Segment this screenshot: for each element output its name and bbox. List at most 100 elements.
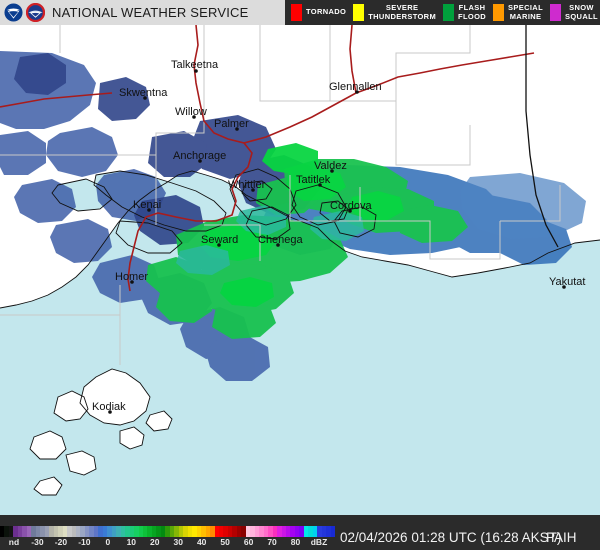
dbz-swatch-50	[223, 526, 228, 537]
dbz-swatch-71	[317, 526, 322, 537]
dbz-swatch-7	[31, 526, 36, 537]
timestamp: 02/04/2026 01:28 UTC (16:28 AKST)	[340, 530, 562, 545]
dbz-swatch-45	[201, 526, 206, 537]
coastline-layer	[0, 168, 600, 496]
dbz-swatch-61	[272, 526, 278, 537]
dbz-swatch-68	[303, 526, 309, 537]
city-label-glennallen: Glennallen	[329, 81, 382, 93]
dbz-swatch-25	[111, 526, 117, 537]
dbz-tick-70: 70	[267, 537, 277, 547]
dbz-swatch-56	[250, 526, 255, 537]
city-label-valdez: Valdez	[314, 160, 347, 172]
city-dot-chenega	[276, 243, 280, 247]
dbz-swatch-14	[62, 526, 68, 537]
map-canvas: Talkeetna Skwentna Willow Palmer Glennal…	[0, 25, 600, 515]
city-dot-yakutat	[562, 285, 566, 289]
dbz-swatch-64	[286, 526, 291, 537]
dbz-swatch-62	[277, 526, 282, 537]
dbz-swatch-4	[17, 526, 23, 537]
dbz-swatch-22	[98, 526, 103, 537]
city-label-whittier: Whittier	[228, 179, 266, 191]
city-dot-kodiak	[108, 410, 112, 414]
city-label-yakutat: Yakutat	[549, 276, 586, 288]
city-dot-seward	[217, 243, 221, 247]
city-label-homer: Homer	[115, 271, 148, 283]
dbz-color-scale[interactable]: nd -30 -20 -10 0 10 20 30 40 50 60 70 80 dBZ	[0, 526, 336, 550]
dbz-tick-20: 20	[150, 537, 160, 547]
dbz-swatch-32	[143, 526, 148, 537]
dbz-swatch-13	[58, 526, 63, 537]
tornado-label: TORNADO	[306, 7, 347, 17]
dbz-tick--20: -20	[54, 537, 68, 547]
city-label-willow: Willow	[175, 106, 207, 118]
dbz-swatch-5	[22, 526, 27, 537]
dbz-swatch-24	[107, 526, 112, 537]
dbz-swatch-54	[241, 526, 246, 537]
highway-layer	[0, 25, 535, 292]
national-border-layer	[525, 25, 559, 248]
dbz-swatch-27	[120, 526, 126, 537]
warning-legend: TORNADO SEVERE THUNDERSTORM FLASH FLOOD …	[285, 0, 600, 25]
app-title: NATIONAL WEATHER SERVICE	[52, 5, 249, 20]
dbz-swatch-52	[232, 526, 237, 537]
dbz-swatch-19	[84, 526, 90, 537]
dbz-tick-40: 40	[196, 537, 207, 547]
dbz-swatch-6	[26, 526, 32, 537]
dbz-swatch-70	[312, 526, 318, 537]
city-dot-glennallen	[355, 90, 359, 94]
dbz-swatch-20	[89, 526, 94, 537]
city-label-kodiak: Kodiak	[92, 401, 126, 413]
dbz-swatch-55	[245, 526, 251, 537]
dbz-swatch-30	[134, 526, 139, 537]
city-dot-talkeetna	[194, 69, 198, 73]
dbz-swatch-41	[183, 526, 188, 537]
dbz-swatch-59	[263, 526, 269, 537]
dbz-swatch-58	[259, 526, 264, 537]
legend-item-special-marine[interactable]: SPECIAL MARINE	[493, 3, 544, 21]
noaa-logo	[4, 3, 23, 22]
special-marine-label: SPECIAL MARINE	[508, 3, 544, 21]
city-dot-palmer	[235, 127, 239, 131]
dbz-swatch-26	[116, 526, 121, 537]
city-dot-willow	[192, 115, 196, 119]
status-bar: nd -30 -20 -10 0 10 20 30 40 50 60 70 80 dBZ 02/04/20…	[0, 515, 600, 550]
dbz-tick-50: 50	[220, 537, 230, 547]
tornado-swatch	[291, 4, 302, 21]
dbz-swatch-72	[321, 526, 327, 537]
dbz-swatch-38	[169, 526, 175, 537]
dbz-swatch-9	[40, 526, 45, 537]
city-dot-cordova	[348, 209, 352, 213]
dbz-swatch-48	[214, 526, 219, 537]
dbz-swatch-17	[75, 526, 81, 537]
radar-map[interactable]: Talkeetna Skwentna Willow Palmer Glennal…	[0, 25, 600, 515]
snow-squall-swatch	[550, 4, 562, 21]
dbz-swatch-66	[294, 526, 300, 537]
city-dot-anchorage	[198, 159, 202, 163]
dbz-swatch-10	[44, 526, 50, 537]
dbz-tick--30: -30	[31, 537, 44, 547]
city-label-layer: Talkeetna Skwentna Willow Palmer Glennal…	[92, 59, 586, 414]
nws-branding[interactable]: NATIONAL WEATHER SERVICE	[0, 0, 285, 25]
dbz-tick-labels: nd -30 -20 -10 0 10 20 30 40 50 60 70 80 dBZ	[0, 537, 335, 550]
dbz-swatch-44	[196, 526, 202, 537]
dbz-swatch-39	[174, 526, 179, 537]
dbz-swatch-40	[178, 526, 184, 537]
dbz-swatch-42	[187, 526, 193, 537]
city-dot-homer	[130, 280, 134, 284]
dbz-swatch-16	[71, 526, 76, 537]
dbz-swatch-35	[156, 526, 161, 537]
dbz-swatch-31	[138, 526, 143, 537]
legend-item-flash-flood[interactable]: FLASH FLOOD	[443, 3, 486, 21]
dbz-swatch-47	[210, 526, 215, 537]
legend-item-tornado[interactable]: TORNADO	[291, 4, 346, 21]
app-header: NATIONAL WEATHER SERVICE TORNADO SEVERE …	[0, 0, 600, 25]
dbz-swatch-69	[308, 526, 313, 537]
dbz-swatch-67	[299, 526, 304, 537]
dbz-swatch-2	[8, 526, 14, 537]
city-dot-kenai	[147, 208, 151, 212]
legend-item-snow-squall[interactable]: SNOW SQUALL	[550, 3, 598, 21]
dbz-swatch-60	[268, 526, 273, 537]
legend-item-severe-thunderstorm[interactable]: SEVERE THUNDERSTORM	[353, 3, 436, 21]
dbz-swatch-3	[13, 526, 18, 537]
